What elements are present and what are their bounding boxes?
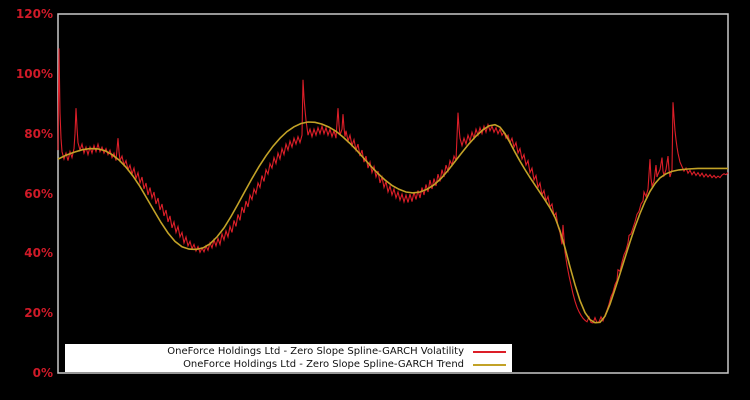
legend: OneForce Holdings Ltd - Zero Slope Splin… (65, 344, 512, 372)
legend-label-trend: OneForce Holdings Ltd - Zero Slope Splin… (183, 358, 464, 370)
y-tick-label-120%: 120% (15, 7, 53, 21)
y-tick-label-60%: 60% (24, 186, 53, 201)
trend-line (57, 121, 728, 324)
y-tick-label-80%: 80% (24, 126, 53, 141)
legend-entry-volatility: OneForce Holdings Ltd - Zero Slope Splin… (65, 345, 508, 358)
legend-entry-trend: OneForce Holdings Ltd - Zero Slope Splin… (65, 358, 508, 371)
legend-line-sample-volatility (473, 350, 506, 353)
y-tick-label-100%: 100% (15, 66, 53, 81)
y-tick-label-40%: 40% (24, 246, 53, 261)
legend-label-volatility: OneForce Holdings Ltd - Zero Slope Splin… (167, 345, 464, 357)
legend-line-sample-trend (473, 363, 506, 366)
volatility-line (57, 48, 729, 324)
plot-frame (57, 13, 729, 374)
y-tick-label-20%: 20% (24, 306, 53, 321)
y-tick-label-0%: 0% (32, 366, 53, 380)
